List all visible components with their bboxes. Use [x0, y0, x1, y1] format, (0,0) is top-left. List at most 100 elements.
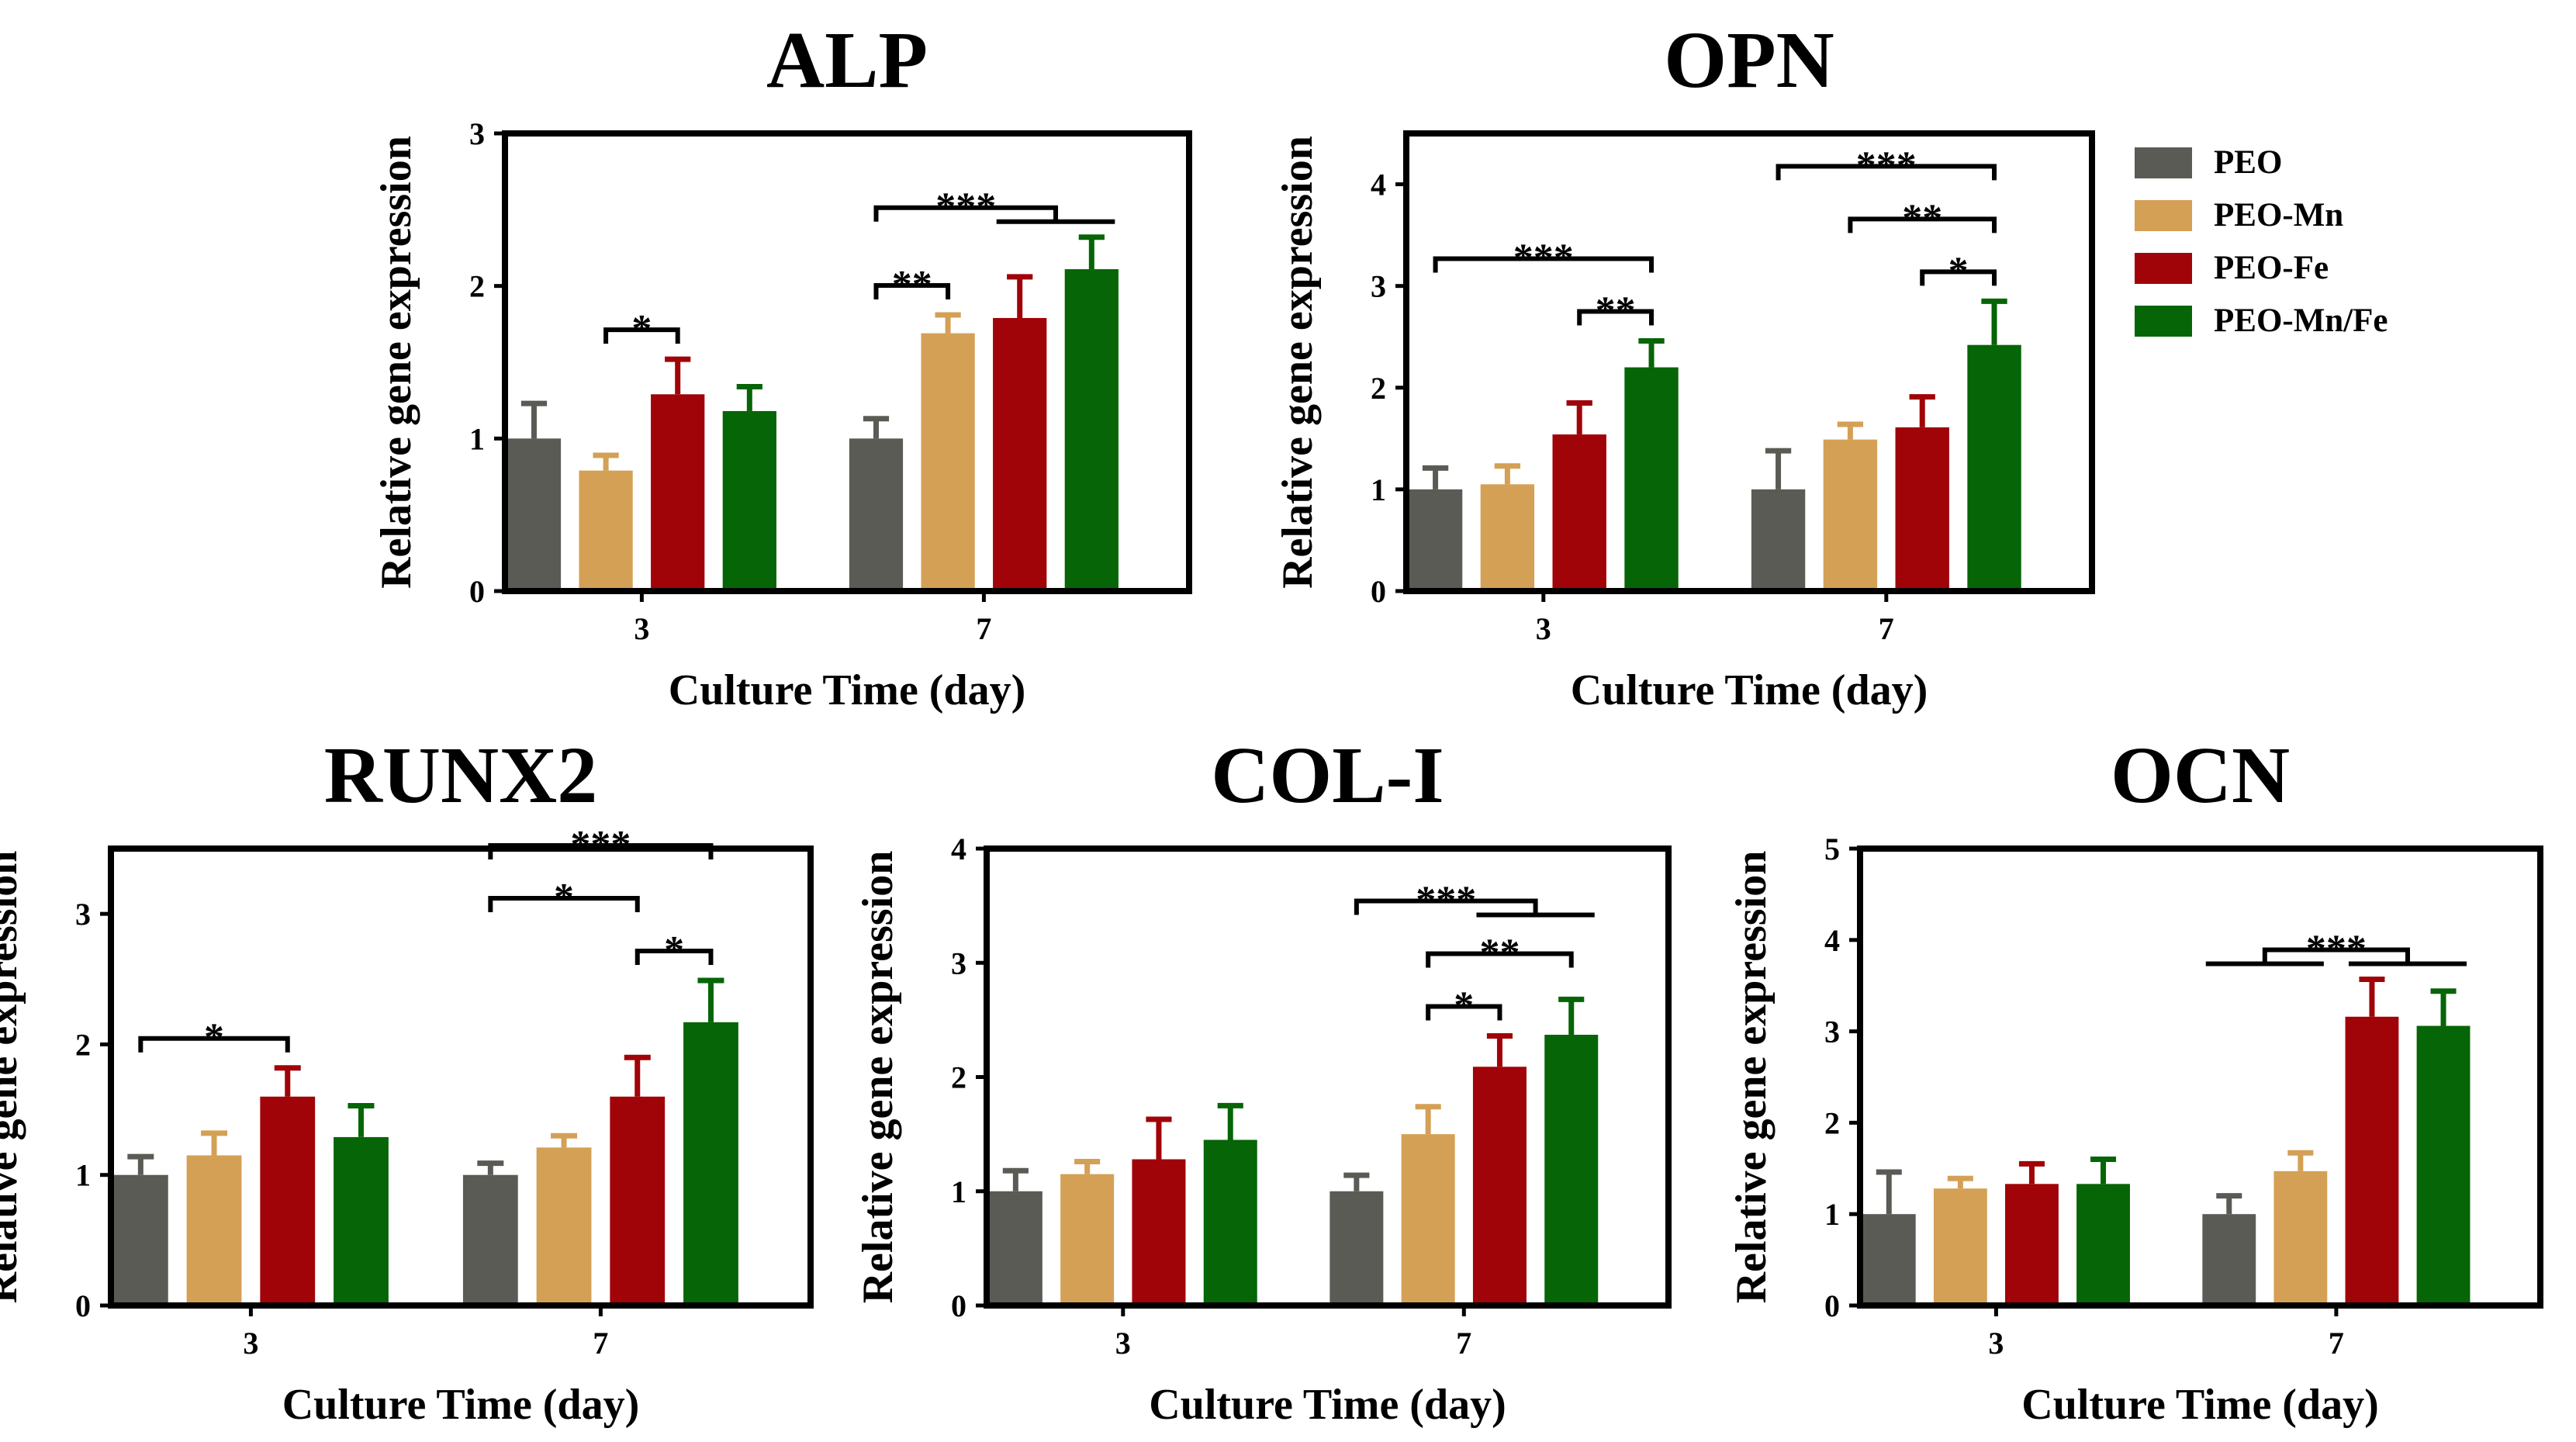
- x-axis-label: Culture Time (day): [1149, 1381, 1506, 1429]
- y-tick-label: 2: [469, 269, 485, 304]
- legend-label: PEO: [2214, 144, 2282, 181]
- plot-frame: [984, 845, 1672, 1309]
- bar-peo-fe-day-7: [610, 1096, 666, 1305]
- y-axis-label: Relative gene expression: [1274, 136, 1322, 589]
- y-tick-label: 1: [951, 1174, 966, 1209]
- x-tick-label: 3: [243, 1326, 258, 1361]
- bar-peo-mn-fe-day-3: [2076, 1184, 2130, 1305]
- significance-label: ***: [1416, 878, 1476, 922]
- bar-peo-day-3: [1862, 1214, 1916, 1305]
- significance-bracket: *: [1920, 249, 1997, 293]
- y-axis-label: Relative gene expression: [1727, 851, 1776, 1304]
- x-tick-label: 7: [593, 1326, 608, 1361]
- bracket-line: [1426, 1004, 1502, 1021]
- bar-peo-mn-day-7: [921, 333, 975, 591]
- bracket-line: [873, 205, 1059, 222]
- legend-label: PEO-Mn: [2214, 197, 2343, 233]
- significance-label: *: [204, 1016, 224, 1060]
- bar-peo-day-7: [1329, 1191, 1384, 1305]
- bar-peo-day-3: [988, 1191, 1043, 1305]
- y-tick-label: 4: [1371, 168, 1386, 202]
- y-tick-label: 2: [1371, 371, 1386, 406]
- bracket-line: [634, 948, 714, 965]
- x-tick-label: 3: [1115, 1326, 1131, 1361]
- significance-label: *: [664, 928, 684, 973]
- y-axis-label: Relative gene expression: [0, 851, 26, 1304]
- significance-bracket: ***: [1433, 236, 1655, 280]
- significance-bracket: ***: [1776, 144, 1997, 188]
- bar-peo-mn-day-7: [1823, 439, 1878, 591]
- bar-peo-fe-day-3: [2005, 1184, 2059, 1305]
- significance-label: *: [1948, 249, 1969, 293]
- bar-peo-fe-day-7: [2345, 1016, 2399, 1305]
- panel-alp: ALP Relative gene expression Culture Time …: [372, 16, 1192, 714]
- bar-peo-mn-fe-day-7: [1064, 269, 1119, 591]
- significance-bracket: *: [1426, 984, 1502, 1028]
- significance-bracket: *: [634, 928, 714, 973]
- panel-title: RUNX2: [324, 731, 597, 820]
- y-tick-label: 0: [1824, 1288, 1840, 1323]
- y-tick-label: 0: [1371, 574, 1386, 609]
- bar-peo-fe-day-7: [993, 317, 1047, 591]
- y-tick-label: 3: [951, 946, 966, 980]
- significance-label: **: [892, 263, 932, 307]
- significance-label: ***: [1856, 144, 1917, 188]
- bar-peo-mn-fe-day-7: [683, 1022, 738, 1305]
- bracket-line: [873, 283, 951, 300]
- plot-frame: [108, 845, 814, 1309]
- y-tick-label: 3: [1371, 269, 1386, 304]
- significance-label: *: [631, 307, 652, 351]
- bar-peo-mn-day-7: [2273, 1171, 2328, 1305]
- legend-item-peo-fe: PEO-Fe: [2135, 250, 2329, 286]
- legend-item-peo: PEO: [2135, 144, 2282, 181]
- legend-swatch: [2135, 200, 2192, 231]
- plot-frame: [502, 130, 1192, 594]
- legend-label: PEO-Mn/Fe: [2214, 303, 2388, 339]
- significance-label: **: [1596, 289, 1636, 333]
- significance-bracket: **: [1426, 931, 1574, 975]
- y-tick-label: 4: [951, 832, 966, 866]
- y-tick-label: 1: [1824, 1197, 1840, 1232]
- significance-label: **: [1902, 196, 1942, 240]
- x-axis-label: Culture Time (day): [282, 1381, 639, 1429]
- significance-bracket: ***: [873, 185, 1115, 230]
- y-tick-label: 0: [469, 574, 485, 609]
- bracket-line: [2262, 947, 2410, 964]
- legend: PEO PEO-Mn PEO-Fe PEO-Mn/Fe: [2135, 144, 2388, 339]
- significance-bracket: **: [1577, 289, 1655, 333]
- y-tick-label: 3: [75, 897, 91, 932]
- significance-bracket: **: [1848, 196, 1997, 240]
- bar-peo-mn-fe-day-3: [334, 1136, 389, 1305]
- panel-runx2: RUNX2 Relative gene expression Culture Tim…: [0, 731, 814, 1429]
- bar-peo-day-7: [1751, 489, 1806, 591]
- panel-title: COL-I: [1211, 731, 1444, 820]
- x-tick-label: 7: [2329, 1326, 2344, 1361]
- bar-peo-mn-day-7: [536, 1147, 592, 1305]
- panel-opn: OPN Relative gene expression Culture Time …: [1274, 16, 2095, 714]
- y-tick-label: 2: [75, 1027, 91, 1062]
- bracket-line: [1848, 216, 1997, 233]
- bracket-line: [1426, 951, 1574, 968]
- bar-peo-mn-fe-day-3: [722, 410, 776, 591]
- y-tick-label: 3: [1824, 1015, 1840, 1050]
- y-tick-label: 2: [951, 1060, 966, 1095]
- panel-title: ALP: [766, 16, 928, 105]
- x-tick-label: 3: [634, 611, 649, 646]
- x-tick-label: 3: [1536, 611, 1551, 646]
- significance-bracket: ***: [1354, 878, 1595, 922]
- legend-item-peo-mn: PEO-Mn: [2135, 197, 2343, 233]
- bar-peo-mn-day-3: [186, 1155, 242, 1305]
- significance-bracket: **: [873, 263, 951, 307]
- significance-label: ***: [2306, 927, 2367, 971]
- bar-peo-mn-day-3: [1060, 1174, 1115, 1305]
- legend-item-peo-mn-fe: PEO-Mn/Fe: [2135, 303, 2388, 339]
- bar-peo-mn-fe-day-3: [1203, 1139, 1257, 1305]
- bar-peo-mn-day-3: [1480, 484, 1535, 591]
- x-axis-label: Culture Time (day): [669, 666, 1025, 714]
- significance-label: ***: [1513, 236, 1574, 280]
- x-axis-label: Culture Time (day): [1571, 666, 1928, 714]
- panel-title: OPN: [1664, 16, 1834, 105]
- y-axis-label: Relative gene expression: [372, 136, 420, 589]
- panel-col-i: COL-I Relative gene expression Culture Tim…: [854, 731, 1672, 1429]
